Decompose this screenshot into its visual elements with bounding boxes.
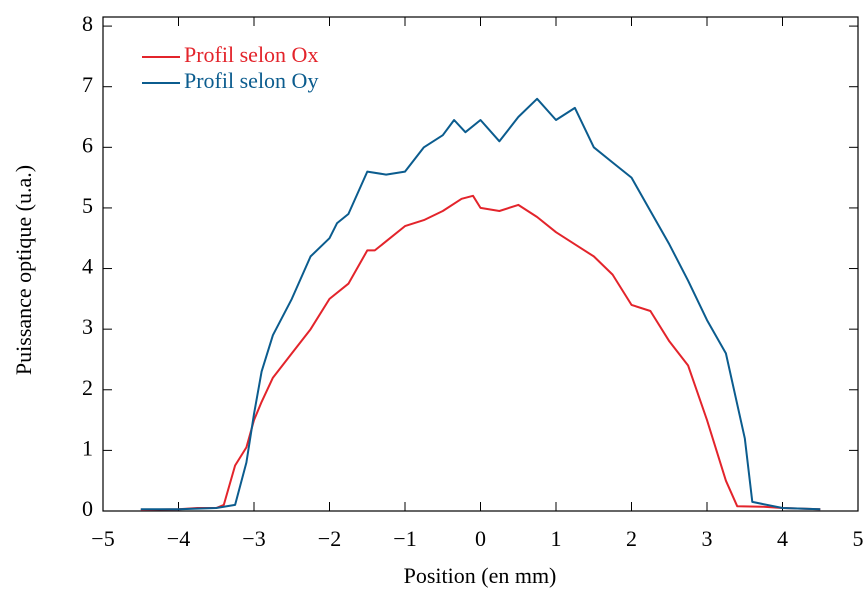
x-tick-label: 1 [551, 526, 562, 551]
y-axis-label: Puissance optique (u.a.) [11, 165, 36, 375]
line-series [140, 97, 821, 511]
y-tick-label: 4 [82, 254, 93, 279]
x-tick-label: 0 [475, 526, 486, 551]
x-tick-label: 5 [853, 526, 864, 551]
x-tick-label: −5 [91, 526, 114, 551]
x-tick-label: 2 [626, 526, 637, 551]
legend-label: Profil selon Ox [184, 42, 318, 67]
x-tick-label: −3 [242, 526, 265, 551]
y-tick-label: 8 [82, 11, 93, 36]
y-tick-label: 0 [82, 496, 93, 521]
y-tick-label: 5 [82, 193, 93, 218]
x-tick-label: 3 [702, 526, 713, 551]
x-tick-label: 4 [777, 526, 788, 551]
y-tick-label: 1 [82, 435, 93, 460]
y-tick-label: 3 [82, 314, 93, 339]
y-tick-label: 7 [82, 72, 93, 97]
x-tick-label: −2 [318, 526, 341, 551]
y-tick-label: 6 [82, 132, 93, 157]
x-tick-label: −1 [393, 526, 416, 551]
y-tick-label: 2 [82, 375, 93, 400]
line-series [140, 194, 821, 511]
x-axis-label: Position (en mm) [404, 563, 557, 588]
legend-label: Profil selon Oy [184, 68, 318, 93]
x-tick-label: −4 [167, 526, 190, 551]
